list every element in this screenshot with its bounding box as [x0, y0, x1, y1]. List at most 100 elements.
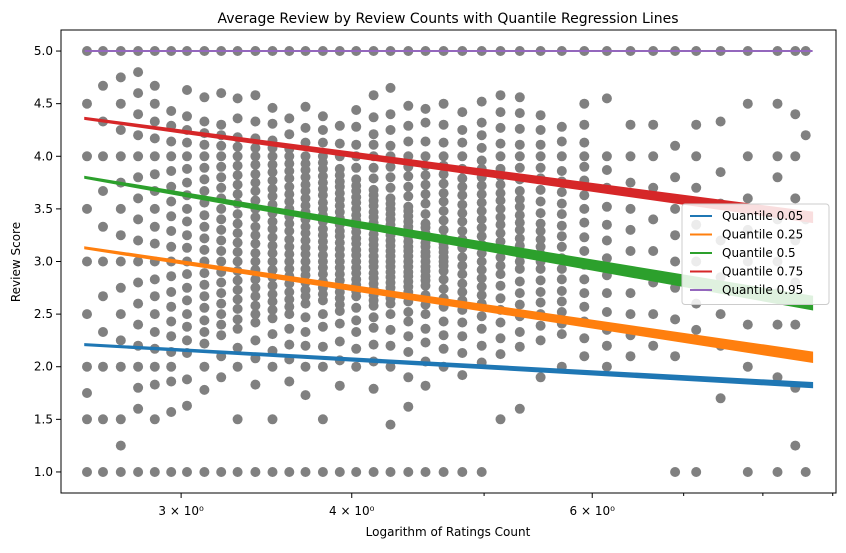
- data-point: [495, 280, 506, 291]
- data-point: [438, 119, 449, 130]
- data-point: [535, 139, 546, 150]
- y-tick-label: 3.5: [34, 202, 53, 216]
- data-point: [250, 467, 261, 477]
- data-point: [514, 403, 525, 414]
- data-point: [133, 382, 144, 393]
- data-point: [403, 136, 414, 147]
- data-point: [166, 211, 177, 222]
- data-point: [601, 340, 612, 351]
- data-point: [385, 172, 396, 183]
- data-point: [98, 291, 108, 302]
- data-point: [772, 372, 783, 383]
- data-point: [691, 467, 702, 477]
- data-point: [115, 98, 126, 109]
- data-point: [420, 151, 431, 162]
- data-point: [535, 226, 546, 236]
- data-point: [267, 216, 278, 227]
- data-point: [420, 380, 431, 391]
- quantile-line-0: [84, 343, 814, 389]
- data-point: [670, 203, 681, 214]
- data-point: [232, 237, 243, 248]
- data-point: [535, 110, 546, 121]
- data-point: [420, 218, 431, 229]
- data-point: [556, 166, 567, 176]
- data-point: [368, 112, 379, 123]
- data-point: [579, 119, 590, 130]
- data-point: [556, 307, 567, 317]
- data-point: [166, 181, 177, 192]
- data-point: [199, 186, 210, 196]
- data-point: [535, 297, 546, 308]
- data-point: [133, 67, 144, 78]
- data-point: [535, 287, 546, 297]
- data-point: [476, 96, 487, 107]
- data-point: [495, 107, 506, 118]
- data-point: [199, 327, 210, 337]
- data-point: [514, 299, 525, 310]
- data-point: [457, 173, 468, 184]
- data-point: [232, 141, 243, 152]
- data-point: [267, 467, 278, 477]
- data-point: [476, 290, 487, 301]
- data-point: [670, 140, 681, 151]
- data-point: [250, 212, 261, 223]
- data-point: [182, 85, 192, 95]
- data-point: [199, 244, 210, 255]
- data-point: [133, 151, 144, 162]
- data-point: [133, 319, 144, 330]
- data-point: [476, 130, 487, 141]
- data-point: [457, 331, 468, 342]
- data-point: [149, 291, 160, 302]
- data-point: [457, 317, 468, 328]
- data-point: [457, 190, 468, 201]
- data-point: [368, 173, 379, 184]
- data-point: [514, 210, 525, 221]
- data-point: [438, 151, 449, 162]
- data-point: [476, 142, 487, 153]
- data-point: [267, 264, 278, 275]
- y-tick-label: 2.5: [34, 307, 53, 321]
- data-point: [648, 309, 659, 320]
- data-point: [385, 324, 396, 335]
- data-point: [182, 269, 192, 280]
- x-axis-label: Logarithm of Ratings Count: [366, 525, 531, 539]
- data-point: [133, 214, 144, 225]
- data-point: [403, 467, 414, 477]
- data-point: [514, 139, 525, 150]
- data-point: [556, 274, 567, 285]
- data-point: [267, 361, 278, 372]
- data-point: [368, 162, 379, 173]
- data-point: [715, 116, 726, 127]
- data-point: [317, 414, 328, 425]
- data-point: [420, 136, 431, 147]
- data-point: [98, 221, 108, 232]
- data-point: [267, 232, 278, 243]
- data-point: [166, 226, 177, 236]
- data-point: [368, 129, 379, 140]
- data-point: [457, 216, 468, 227]
- data-point: [438, 330, 449, 341]
- data-point: [476, 231, 487, 242]
- data-point: [670, 230, 681, 241]
- data-point: [250, 335, 261, 346]
- legend-label: Quantile 0.5: [722, 246, 796, 260]
- scatter-points: [82, 46, 811, 477]
- data-point: [457, 208, 468, 219]
- y-tick-label: 2.0: [34, 360, 53, 374]
- data-point: [579, 301, 590, 312]
- data-point: [182, 400, 192, 411]
- data-point: [182, 177, 192, 188]
- data-point: [334, 380, 345, 391]
- data-point: [317, 197, 328, 208]
- data-point: [199, 151, 210, 162]
- data-point: [284, 376, 295, 387]
- data-point: [476, 189, 487, 200]
- data-point: [115, 361, 126, 372]
- data-point: [790, 109, 801, 120]
- data-point: [199, 302, 210, 313]
- data-point: [368, 322, 379, 333]
- data-point: [317, 137, 328, 148]
- data-point: [267, 118, 278, 129]
- data-point: [368, 184, 379, 195]
